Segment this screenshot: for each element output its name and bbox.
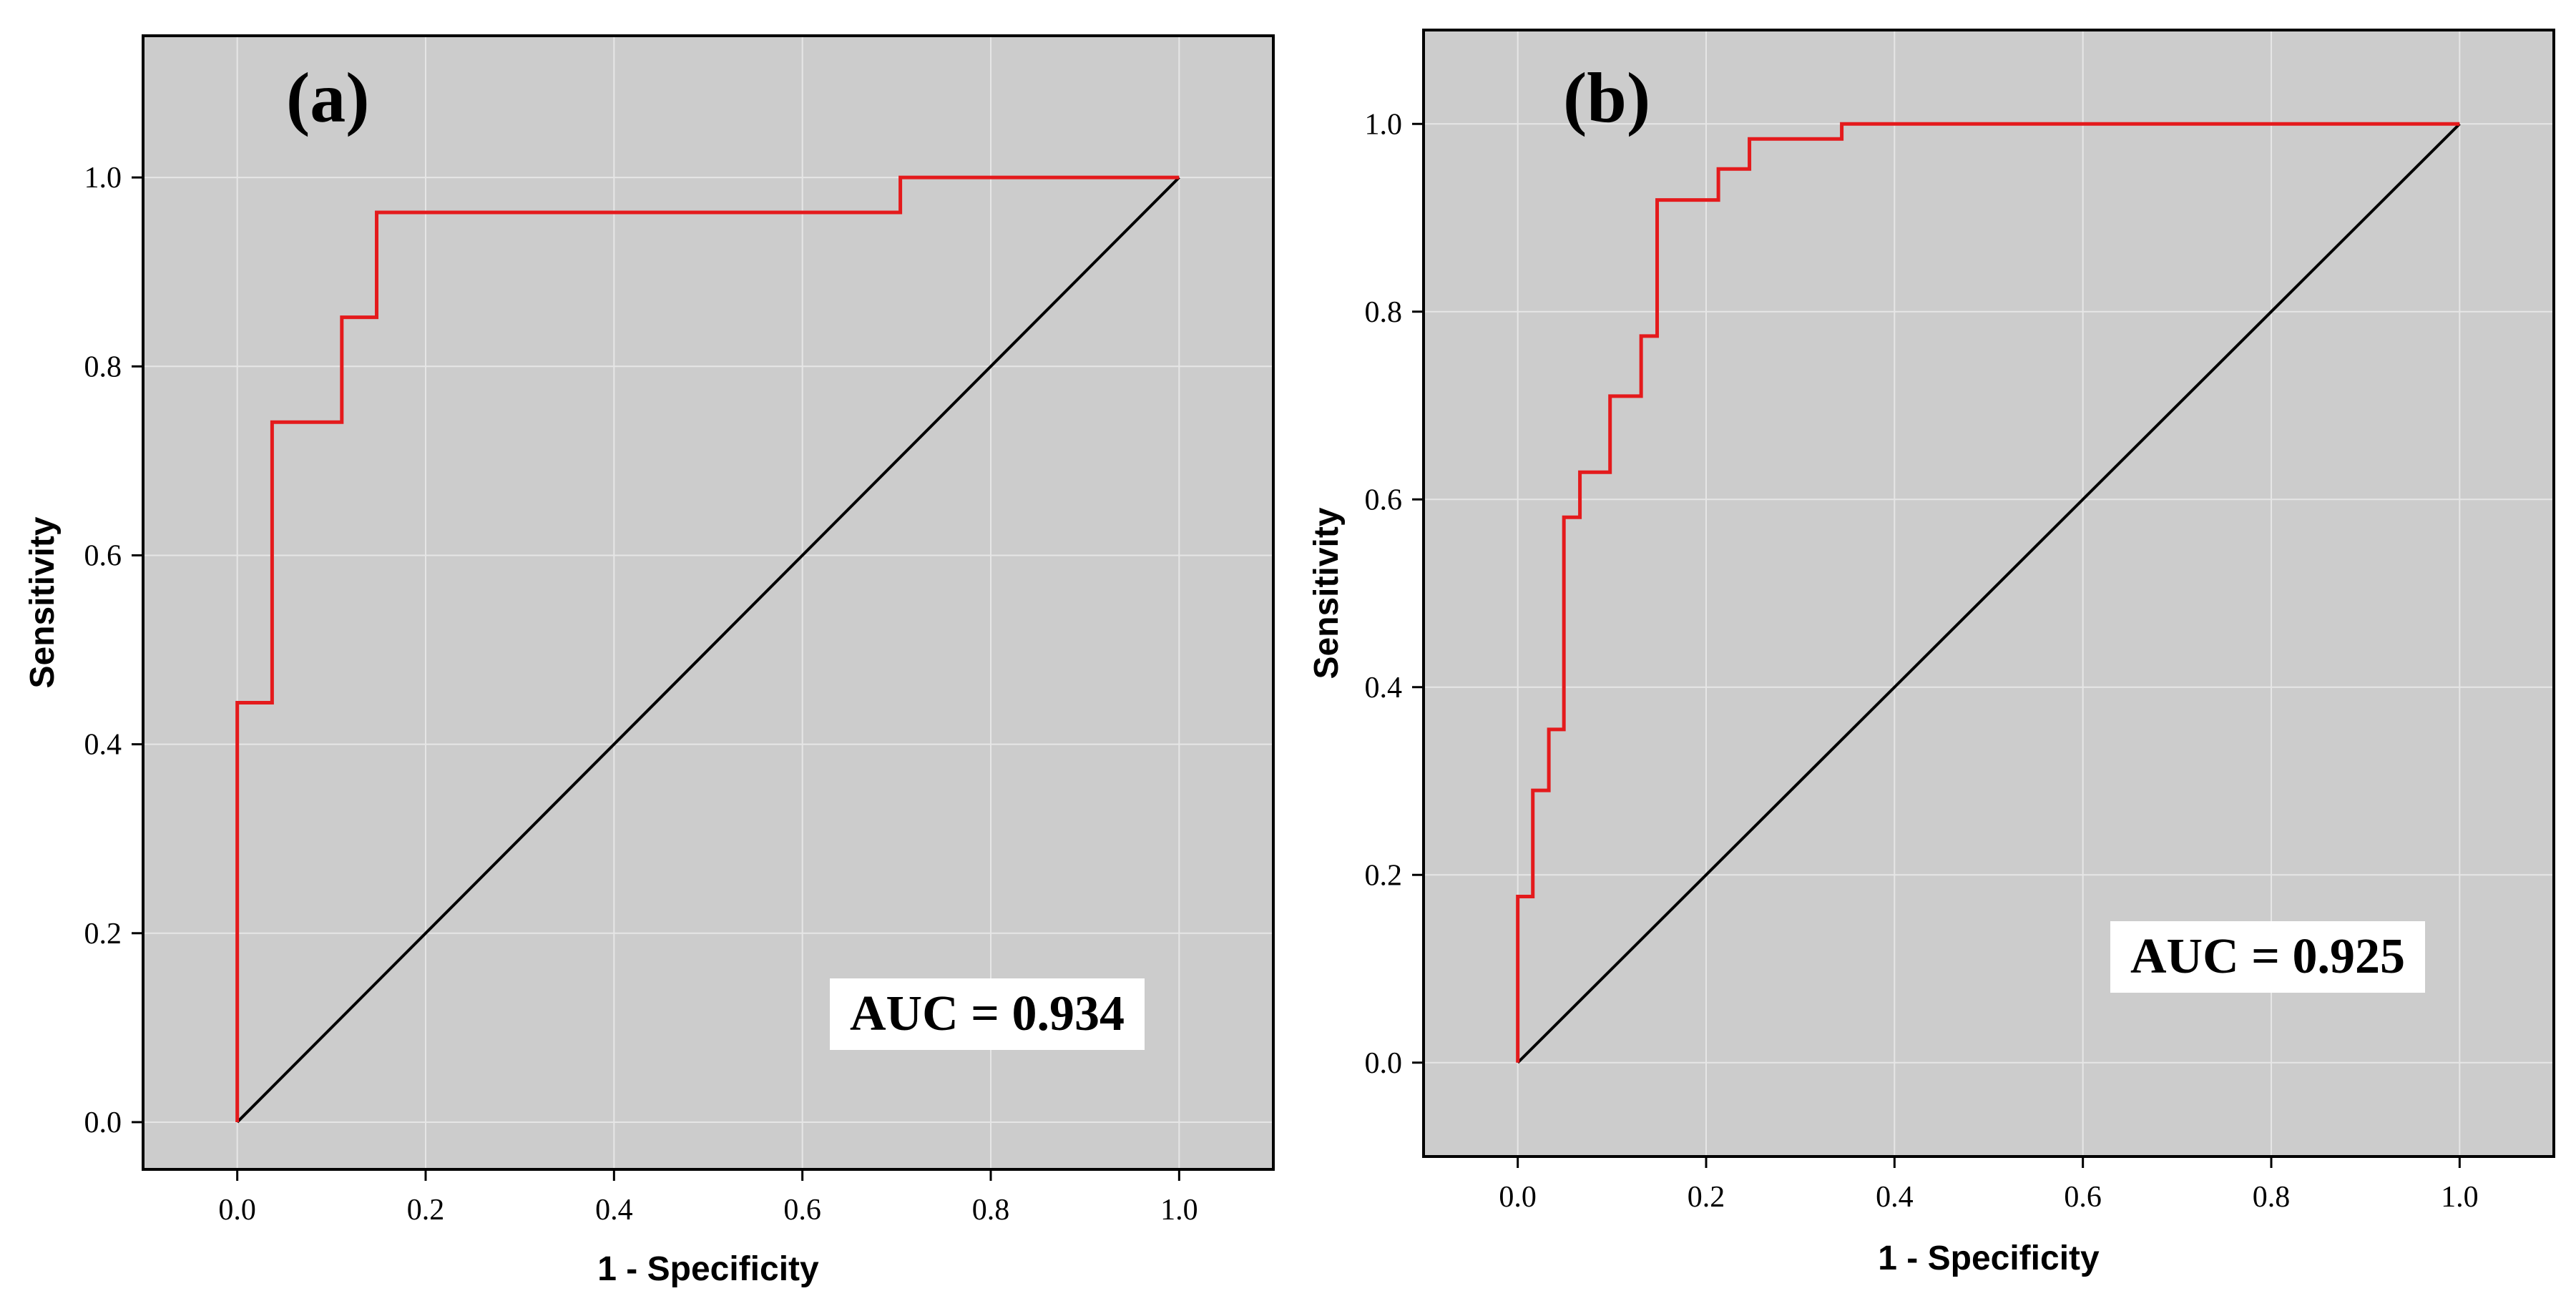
y-tick-label-a: 0.6 bbox=[84, 539, 122, 572]
y-tick-label-b: 0.0 bbox=[1365, 1047, 1403, 1080]
y-axis-ticks-b: 0.0 0.2 0.4 0.6 0.8 1.0 bbox=[1365, 108, 1424, 1080]
y-tick-label-a: 0.2 bbox=[84, 918, 122, 951]
roc-curve-b bbox=[1516, 122, 2460, 1063]
x-tick-label-a: 0.0 bbox=[218, 1194, 256, 1227]
y-tick-label-b: 1.0 bbox=[1365, 108, 1403, 141]
reference-line-b bbox=[1517, 122, 2461, 1064]
x-tick-label-b: 0.4 bbox=[1876, 1181, 1914, 1214]
y-tick-label-a: 1.0 bbox=[84, 162, 122, 195]
plot-frame-a bbox=[142, 34, 1275, 1171]
y-tick-label-b: 0.2 bbox=[1365, 859, 1403, 892]
x-tick-label-b: 0.2 bbox=[1688, 1181, 1725, 1214]
x-tick-label-a: 0.8 bbox=[972, 1194, 1010, 1227]
x-tick-label-b: 1.0 bbox=[2441, 1181, 2479, 1214]
y-tick-label-a: 0.4 bbox=[84, 729, 122, 762]
x-tick-label-a: 0.6 bbox=[783, 1194, 821, 1227]
y-tick-label-a: 0.8 bbox=[84, 350, 122, 383]
y-axis-title-b: Sensitivity bbox=[1308, 507, 1346, 679]
x-axis-title-a: 1 - Specificity bbox=[597, 1250, 819, 1288]
auc-box-b bbox=[2110, 921, 2425, 993]
auc-annotation-a: AUC = 0.934 bbox=[850, 986, 1125, 1041]
y-tick-label-a: 0.0 bbox=[84, 1106, 122, 1139]
y-tick-label-b: 0.8 bbox=[1365, 296, 1403, 329]
x-tick-label-b: 0.8 bbox=[2253, 1181, 2291, 1214]
x-tick-label-b: 0.6 bbox=[2064, 1181, 2102, 1214]
panel-label-b: (b) bbox=[1563, 58, 1650, 137]
panel-b: 0.0 0.2 0.4 0.6 0.8 1.0 0.0 0.2 0.4 0.6 0.8 1.0 1 … bbox=[1308, 29, 2555, 1277]
plot-frame-b bbox=[1422, 29, 2555, 1158]
y-tick-label-b: 0.4 bbox=[1365, 672, 1403, 704]
auc-annotation-b: AUC = 0.925 bbox=[2130, 929, 2405, 984]
x-tick-label-a: 1.0 bbox=[1160, 1194, 1198, 1227]
auc-box-a bbox=[830, 978, 1145, 1050]
y-axis-title-a: Sensitivity bbox=[24, 516, 62, 688]
x-tick-label-a: 0.2 bbox=[407, 1194, 445, 1227]
panel-a: 0.0 0.2 0.4 0.6 0.8 1.0 0.0 0.2 0.4 0.6 0.8 1.0 1 … bbox=[24, 34, 1275, 1288]
y-tick-label-b: 0.6 bbox=[1365, 483, 1403, 516]
x-axis-ticks-b: 0.0 0.2 0.4 0.6 0.8 1.0 bbox=[1499, 1157, 2479, 1214]
x-axis-title-b: 1 - Specificity bbox=[1878, 1239, 2100, 1277]
x-tick-label-a: 0.4 bbox=[595, 1194, 633, 1227]
panel-label-a: (a) bbox=[286, 58, 370, 137]
reference-line-a bbox=[236, 176, 1180, 1124]
gridlines-a bbox=[143, 36, 1273, 1169]
roc-curve-a bbox=[235, 175, 1180, 1122]
x-axis-ticks-a: 0.0 0.2 0.4 0.6 0.8 1.0 bbox=[218, 1169, 1198, 1227]
y-axis-ticks-a: 0.0 0.2 0.4 0.6 0.8 1.0 bbox=[84, 162, 143, 1139]
x-tick-label-b: 0.0 bbox=[1499, 1181, 1537, 1214]
